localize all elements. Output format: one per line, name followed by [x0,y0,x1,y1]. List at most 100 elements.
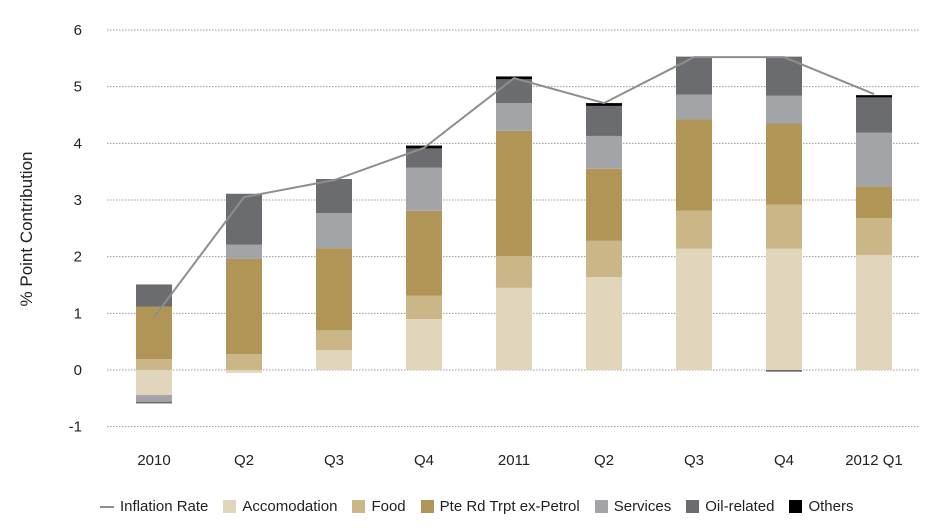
bar-stack [856,95,892,370]
x-tick-label: Q4 [774,452,794,469]
y-tick-label: 6 [74,22,82,39]
bar-stack [766,56,802,372]
x-tick-label: Q3 [324,452,344,469]
x-axis-ticks: 2010 Q2 Q3 Q4 2011 Q2 Q3 Q4 2012 Q1 [137,452,902,469]
bar-segment-pte-rd-trpt-ex-petrol [496,130,532,257]
y-tick-label: 1 [74,305,82,322]
legend-item: Others [789,498,853,515]
bar-segment-accomodation [586,277,622,370]
bar-segment-oil-related-negative [136,401,172,404]
y-axis-label: % Point Contribution [17,152,36,307]
bar-segment-food [496,256,532,288]
bar-segment-accomodation [676,248,712,370]
bar-segment-food [586,240,622,278]
legend-item: Food [352,498,406,515]
bar-stack [316,179,352,370]
legend-item: Accomodation [223,498,337,515]
legend-color-swatch [223,500,237,513]
bar-segment-services [406,167,442,211]
bar-segment-pte-rd-trpt-ex-petrol [856,186,892,219]
legend-line-swatch [100,505,114,508]
bar-segment-oil-related [676,56,712,95]
bar-segment-pte-rd-trpt-ex-petrol [766,123,802,205]
bar-stack [226,193,262,373]
bar-segment-accomodation [856,254,892,370]
x-tick-label: 2012 Q1 [845,452,903,469]
bar-stack [586,103,622,370]
bar-segment-oil-related [316,179,352,214]
y-tick-label: 2 [74,249,82,266]
bar-segment-food [136,359,172,370]
bar-segment-oil-related [496,79,532,104]
bar-segment-accomodation [316,350,352,370]
legend: Inflation Rate Accomodation Food Pte Rd Trp… [100,498,853,515]
bar-stack [136,284,172,404]
x-tick-label: Q2 [234,452,254,469]
bar-segment-accomodation [496,287,532,370]
legend-item: Services [594,498,672,515]
bar-segment-services [226,244,262,259]
legend-color-swatch [789,500,803,513]
bar-segment-oil-related [226,193,262,245]
y-tick-label: -1 [69,419,82,436]
x-tick-label: 2011 [498,452,530,469]
legend-label: Services [613,498,672,515]
y-tick-label: 3 [74,192,82,209]
bar-segment-services [316,213,352,249]
bar-segment-pte-rd-trpt-ex-petrol [316,248,352,331]
y-tick-label: 4 [74,135,82,152]
legend-color-swatch [420,500,434,513]
y-tick-label: 5 [74,79,82,96]
x-tick-label: Q4 [414,452,434,469]
legend-item: Pte Rd Trpt ex-Petrol [420,498,580,515]
legend-label: Accomodation [242,498,338,515]
legend-item: Inflation Rate [100,498,208,515]
legend-label: Others [808,498,854,515]
bar-segment-oil-related [586,105,622,136]
bar-segment-services [766,95,802,124]
bar-stack [676,56,712,370]
bar-segment-pte-rd-trpt-ex-petrol [406,210,442,296]
bar-segment-oil-related [856,97,892,133]
inflation-rate-line [153,56,875,318]
bar-stack [406,145,442,370]
x-tick-label: Q2 [594,452,614,469]
legend-item: Oil-related [686,498,774,515]
bars [136,56,892,404]
bar-segment-others [586,103,622,106]
legend-label: Food [371,498,406,515]
bar-segment-services [586,135,622,169]
legend-label: Oil-related [705,498,775,515]
legend-color-swatch [594,500,608,513]
bar-segment-services [496,103,532,131]
bar-segment-oil-related [406,148,442,168]
legend-color-swatch [686,500,700,513]
bar-segment-food [226,354,262,370]
x-tick-label: Q3 [684,452,704,469]
legend-label: Pte Rd Trpt ex-Petrol [439,498,580,515]
bar-segment-food [406,295,442,319]
bar-segment-oil-related [136,284,172,307]
x-tick-label: 2010 [137,452,170,469]
legend-label: Inflation Rate [120,498,209,515]
bar-segment-pte-rd-trpt-ex-petrol [136,306,172,360]
bar-segment-food [676,210,712,249]
bar-segment-services [856,132,892,187]
bar-segment-accomodation [406,318,442,370]
bar-segment-food [766,204,802,249]
bar-segment-services [136,394,172,402]
bar-segment-pte-rd-trpt-ex-petrol [676,119,712,211]
legend-color-swatch [352,500,366,513]
y-axis-ticks: 6 5 4 3 2 1 0 -1 [69,22,82,436]
bar-segment-food [316,330,352,351]
bar-segment-others [856,95,892,98]
y-tick-label: 0 [74,362,82,379]
bar-segment-pte-rd-trpt-ex-petrol [226,258,262,355]
bar-segment-pte-rd-trpt-ex-petrol [586,168,622,241]
bar-segment-food [856,218,892,255]
bar-segment-accomodation [226,370,262,373]
bar-segment-oil-related-negative [766,370,802,372]
bar-segment-accomodation [766,248,802,370]
bar-segment-services [676,94,712,120]
